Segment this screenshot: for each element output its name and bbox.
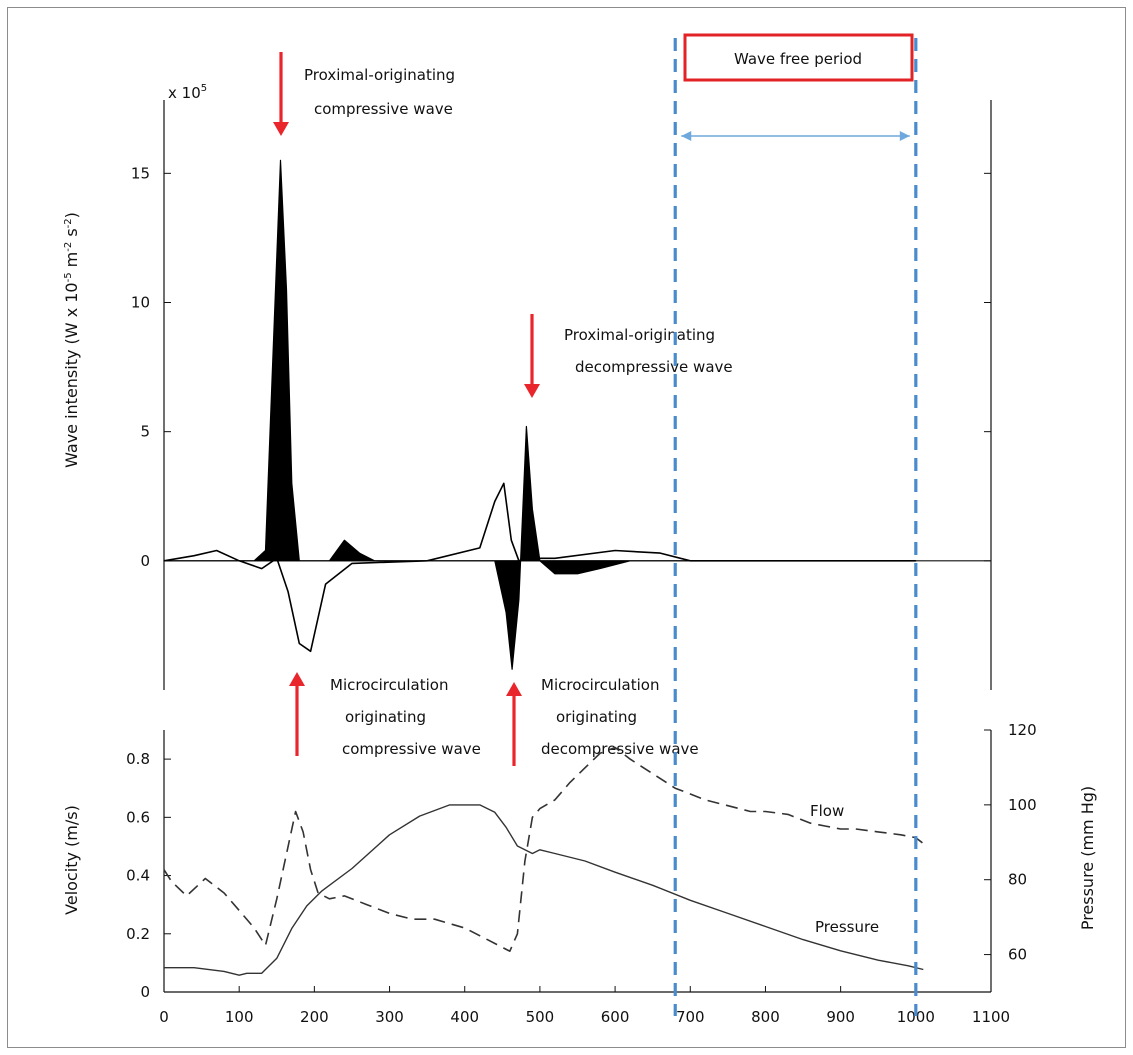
flow-curve-label: Flow (810, 802, 844, 820)
arrow-micro-compressive-head (289, 672, 305, 686)
wave-y-tick-label: 10 (131, 294, 150, 312)
velocity-axis-title: Velocity (m/s) (62, 805, 81, 915)
annotation-micro-decompressive-line1: Microcirculation (541, 676, 659, 694)
annotation-micro-decompressive-line3: decompressive wave (541, 740, 699, 758)
pressure-y-tick-label: 120 (1008, 721, 1037, 739)
annotation-proximal-compressive-line2: compressive wave (314, 100, 453, 118)
wave-intensity-filled-series (163, 159, 917, 670)
time-x-tick-label: 400 (450, 1008, 479, 1026)
annotation-micro-decompressive-line2: originating (556, 708, 637, 726)
arrow-proximal-compressive-head (273, 122, 289, 136)
pressure-y-tick-label: 80 (1008, 871, 1027, 889)
annotation-proximal-decompressive-line2: decompressive wave (575, 358, 733, 376)
velocity-y-tick-label: 0.6 (126, 808, 150, 826)
time-x-tick-label: 1000 (897, 1008, 935, 1026)
pressure-axis-title: Pressure (mm Hg) (1078, 786, 1097, 930)
wave-axis-title-b: m (62, 252, 81, 273)
wave-free-period-box (683, 33, 914, 82)
annotation-proximal-decompressive-line1: Proximal-originating (564, 326, 715, 344)
bracket-left-arrowhead (681, 131, 692, 141)
velocity-y-tick-label: 0.8 (126, 750, 150, 768)
arrow-proximal-decompressive-head (524, 384, 540, 398)
pressure-y-tick-label: 100 (1008, 796, 1037, 814)
wave-axis-title-e3: -2 (63, 218, 74, 228)
wave-free-period-label: Wave free period (734, 50, 862, 68)
annotation-micro-compressive-line1: Microcirculation (330, 676, 448, 694)
bracket-right-arrowhead (899, 131, 910, 141)
wave-axis-title-d: ) (62, 212, 81, 218)
annotation-micro-compressive-line3: compressive wave (342, 740, 481, 758)
scale-factor-exponent: 5 (201, 83, 207, 94)
time-x-tick-label: 800 (751, 1008, 780, 1026)
time-x-tick-label: 600 (601, 1008, 630, 1026)
time-x-tick-label: 700 (676, 1008, 705, 1026)
wave-intensity-axis-title: Wave intensity (W x 10-5 m-2 s-2) (62, 212, 81, 468)
velocity-y-tick-label: 0.4 (126, 867, 150, 885)
annotation-micro-compressive-line2: originating (345, 708, 426, 726)
time-x-tick-label: 300 (375, 1008, 404, 1026)
wave-axis-title-a: Wave intensity (W x 10 (62, 282, 81, 468)
pressure-curve-label: Pressure (815, 918, 879, 936)
pressure-series (164, 804, 924, 976)
time-x-tick-label: 0 (159, 1008, 169, 1026)
arrow-micro-decompressive-head (506, 682, 522, 696)
time-x-tick-label: 200 (300, 1008, 329, 1026)
wave-y-tick-label: 0 (140, 552, 150, 570)
wave-y-tick-label: 5 (140, 423, 150, 441)
scale-factor-label: x 105 (168, 83, 207, 102)
velocity-y-tick-label: 0.2 (126, 925, 150, 943)
velocity-y-tick-label: 0 (140, 983, 150, 1001)
wave-axis-title-e2: -2 (63, 242, 74, 252)
wave-axis-title-e1: -5 (63, 272, 74, 282)
time-x-tick-label: 100 (225, 1008, 254, 1026)
pressure-y-tick-label: 60 (1008, 946, 1027, 964)
figure-frame (7, 7, 1126, 1048)
time-x-tick-label: 1100 (972, 1008, 1010, 1026)
time-x-tick-label: 500 (526, 1008, 555, 1026)
wave-axis-title-c: s (62, 228, 81, 241)
annotation-proximal-compressive-line1: Proximal-originating (304, 66, 455, 84)
wave-y-tick-label: 15 (131, 164, 150, 182)
time-x-tick-label: 900 (826, 1008, 855, 1026)
wave-intensity-line-series (163, 482, 916, 653)
scale-factor-base: x 10 (168, 84, 201, 102)
flow-velocity-series (163, 746, 924, 952)
